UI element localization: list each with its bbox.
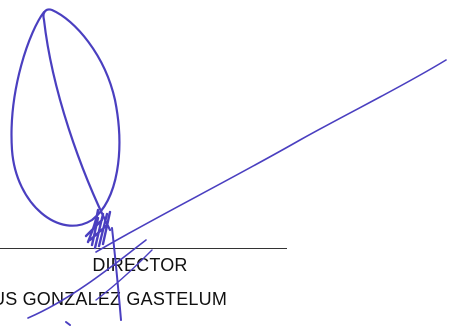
signer-name: US GONZALEZ GASTELUM bbox=[0, 289, 228, 309]
signer-title: DIRECTOR bbox=[92, 255, 188, 275]
signature-line bbox=[0, 248, 287, 249]
